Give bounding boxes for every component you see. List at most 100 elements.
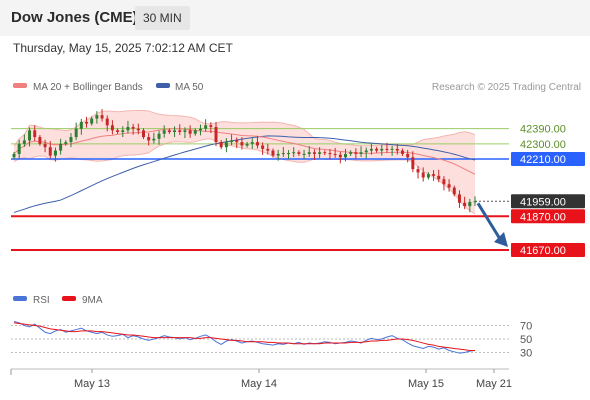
- candle-body: [437, 175, 441, 180]
- candle-body: [224, 142, 228, 148]
- price-panel: 42390.00 42300.00 42210.00 41959.00 41870.00…: [11, 109, 585, 257]
- level-label-resistance: 42300.00: [520, 139, 566, 151]
- candle-body: [432, 174, 436, 176]
- candle-body: [390, 148, 394, 150]
- candle-body: [79, 121, 83, 129]
- candle-body: [312, 152, 316, 154]
- candle-body: [359, 152, 363, 154]
- candle-body: [421, 172, 425, 178]
- candle-body: [230, 140, 234, 143]
- level-label-support: 41670.00: [520, 245, 566, 257]
- candle-body: [406, 153, 410, 158]
- candle-body: [287, 153, 291, 155]
- candle-body: [250, 142, 254, 144]
- candle-body: [281, 153, 285, 155]
- candle-body: [141, 130, 145, 138]
- ma20-line: [13, 128, 476, 175]
- timeframe-button[interactable]: 30 MIN: [135, 6, 190, 30]
- candle-body: [193, 130, 197, 134]
- candle-body: [219, 142, 223, 148]
- candle-body: [333, 153, 337, 155]
- candle-body: [136, 128, 140, 131]
- candle-body: [100, 115, 104, 119]
- 9ma-legend-swatch: [62, 296, 76, 301]
- candle-body: [468, 201, 472, 207]
- candle-body: [411, 157, 415, 170]
- candle-body: [380, 148, 384, 151]
- candle-body: [74, 128, 78, 138]
- candle-body: [416, 169, 420, 173]
- candle-body: [198, 128, 202, 131]
- ma50-legend-label: MA 50: [175, 82, 204, 93]
- ma50-line: [13, 135, 476, 213]
- projection-arrow-shaft: [476, 202, 502, 240]
- candle-body: [157, 133, 161, 139]
- candle-body: [209, 125, 213, 127]
- candle-body: [385, 148, 389, 150]
- level-label-box-support: [511, 242, 585, 257]
- candle-body: [214, 126, 218, 143]
- level-label-box-pivot: [511, 151, 585, 166]
- candle-body: [121, 130, 125, 133]
- candle-body: [271, 150, 275, 156]
- candle-body: [349, 152, 353, 154]
- candle-body: [173, 130, 177, 133]
- candle-body: [59, 143, 63, 151]
- candle-body: [375, 148, 379, 151]
- 9ma-legend-label: 9MA: [82, 295, 103, 306]
- ma20-legend-swatch: [13, 83, 27, 88]
- candle-body: [302, 153, 306, 155]
- candle-body: [292, 152, 296, 154]
- x-tick-label: May 21: [476, 378, 512, 390]
- candle-body: [307, 152, 311, 154]
- bollinger-lower-line: [13, 138, 476, 215]
- candle-body: [126, 126, 130, 131]
- candle-body: [162, 130, 166, 134]
- candle-body: [338, 154, 342, 158]
- candle-body: [369, 148, 373, 151]
- x-tick-label: May 13: [74, 378, 110, 390]
- candle-body: [85, 121, 89, 124]
- candle-body: [28, 130, 32, 141]
- candle-body: [297, 152, 301, 154]
- candle-body: [261, 145, 265, 149]
- candle-body: [110, 125, 114, 131]
- candle-body: [167, 130, 171, 133]
- level-label-support: 41870.00: [520, 211, 566, 223]
- candle-body: [48, 147, 52, 156]
- candle-body: [131, 126, 135, 129]
- candle-body: [33, 130, 37, 138]
- candle-body: [426, 174, 430, 178]
- level-label-current: 41959.00: [520, 196, 566, 208]
- candle-body: [473, 201, 477, 203]
- timestamp: Thursday, May 15, 2025 7:02:12 AM CET: [13, 41, 233, 55]
- candle-body: [53, 150, 57, 156]
- rsi-tick-label: 30: [520, 348, 532, 360]
- rsi-line: [13, 320, 476, 354]
- candle-body: [152, 138, 156, 141]
- candle-body: [95, 115, 99, 119]
- x-axis: May 13 May 14 May 15 May 21: [10, 368, 512, 390]
- chart-title: Dow Jones (CME): [11, 9, 138, 26]
- candle-body: [204, 125, 208, 129]
- candle-body: [64, 142, 68, 144]
- candle-body: [147, 137, 151, 141]
- candle-body: [38, 137, 42, 144]
- level-label-box-support: [511, 209, 585, 224]
- candle-body: [183, 130, 187, 133]
- candle-body: [400, 150, 404, 154]
- candle-body: [22, 140, 26, 144]
- candle-body: [43, 143, 47, 148]
- candle-body: [69, 137, 73, 143]
- candle-body: [452, 187, 456, 195]
- bollinger-band-fill: [14, 110, 475, 214]
- rsi-legend-label: RSI: [33, 295, 50, 306]
- candle-body: [105, 118, 109, 126]
- candle-body: [364, 150, 368, 153]
- candle-body: [245, 143, 249, 146]
- rsi-legend-swatch: [13, 296, 27, 301]
- candle-body: [276, 153, 280, 156]
- candle-body: [12, 153, 16, 158]
